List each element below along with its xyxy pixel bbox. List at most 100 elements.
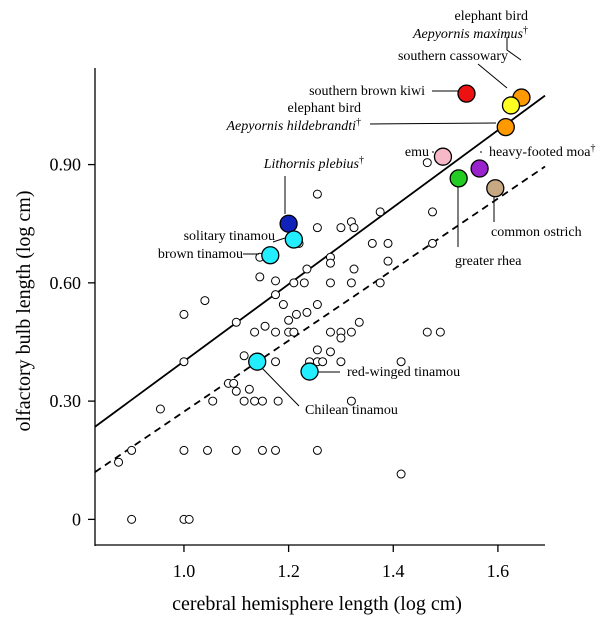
annotation-elephant-bird-maximus: Aepyornis maximus† (412, 25, 528, 43)
point-solitary-tinamou (284, 230, 303, 249)
scatter-point (312, 300, 322, 310)
leader-elephant-bird-hildebrandti (369, 122, 497, 125)
scatter-point (244, 384, 254, 394)
scatter-point (200, 296, 210, 306)
scatter-point (346, 278, 356, 288)
leader-southern-cassowary (477, 63, 508, 89)
scatter-point (336, 333, 346, 343)
scatter-point (325, 347, 335, 357)
x-tick-label: 1.6 (487, 561, 510, 581)
scatter-point (302, 307, 312, 317)
annotation-red-winged-tinamou: red-winged tinamou (347, 365, 460, 380)
point-southern-brown-kiwi (457, 84, 476, 103)
point-southern-cassowary (501, 96, 521, 115)
point-greater-rhea (449, 169, 468, 188)
scatter-point (127, 514, 137, 524)
annotation-emu: emu (405, 145, 429, 160)
point-elephant-bird-aepyornis-hildebrandti (496, 117, 515, 137)
scatter-point (375, 278, 385, 288)
scatter-point (257, 396, 267, 406)
dashed-fit-line (94, 165, 546, 473)
scatter-point (299, 278, 309, 288)
scatter-point (428, 207, 437, 217)
point-chilean-tinamou (248, 352, 267, 371)
background-points (114, 158, 445, 524)
solid-fit-line (94, 94, 546, 428)
scatter-point (396, 469, 406, 479)
scatter-point (278, 300, 288, 310)
scatter-point (312, 189, 322, 199)
annotation-elephant-bird-hildebrandti: Aepyornis hildebrandti† (226, 117, 362, 135)
scatter-point (291, 309, 301, 319)
scatter-point (271, 276, 281, 286)
annotation-common-ostrich: common ostrich (491, 225, 582, 240)
leader-chilean-tinamou (261, 367, 300, 407)
leader-solitary-tinamou (272, 237, 286, 243)
y-axis-label: olfactory bulb length (log cm) (13, 190, 35, 431)
annotation-southern-cassowary: southern cassowary (398, 49, 508, 64)
point-emu (433, 147, 453, 166)
annotation-leaders (243, 37, 522, 407)
scatter-point (203, 445, 212, 455)
scatter-point (179, 309, 189, 319)
scatter-point (396, 357, 406, 367)
annotation-chilean-tinamou: Chilean tinamou (305, 403, 398, 418)
scatter-point (239, 351, 249, 361)
annotation-solitary-tinamou: solitary tinamou (184, 229, 275, 244)
annotation-elephant-bird-maximus: elephant bird (455, 9, 528, 24)
scatter-point (346, 327, 356, 337)
scatter-point (367, 238, 377, 248)
point-lithornis-plebius (279, 214, 298, 233)
scatter-point (346, 396, 356, 406)
annotation-southern-brown-kiwi: southern brown kiwi (309, 84, 425, 99)
scatter-point (325, 278, 335, 288)
scatter-point (336, 223, 346, 233)
scatter-point (289, 278, 299, 288)
scatter-point (289, 327, 299, 337)
scatter-point (127, 445, 137, 455)
scatter-point (312, 445, 322, 455)
annotation-greater-rhea: greater rhea (455, 254, 522, 269)
regression-lines (94, 94, 546, 473)
point-red-winged-tinamou (300, 362, 319, 381)
x-tick-label: 1.4 (382, 561, 405, 581)
scatter-point (273, 396, 283, 406)
scatter-point (155, 404, 165, 414)
scatter-point (114, 457, 124, 467)
y-tick-label: 0 (72, 509, 81, 529)
annotation-brown-tinamou: brown tinamou (158, 247, 243, 262)
scatter-point (325, 258, 335, 268)
leader-elephant-bird-maximus (506, 37, 522, 61)
axes: 1.0 1.2 1.4 1.6 0 0.30 0.60 0.90 (50, 68, 545, 581)
scatter-point (302, 264, 312, 274)
scatter-point (312, 223, 322, 233)
scatter-point (239, 396, 249, 406)
x-tick-label: 1.0 (173, 561, 196, 581)
annotation-heavy-footed-moa: heavy-footed moa† (489, 143, 595, 161)
y-tick-label: 0.90 (50, 155, 82, 175)
point-heavy-footed-moa (470, 159, 489, 178)
scatter-point (325, 327, 335, 337)
scatter-point (422, 158, 432, 168)
scatter-point (435, 327, 445, 337)
scatter-point (271, 327, 281, 337)
point-common-ostrich (486, 179, 505, 198)
scatter-point (383, 238, 393, 248)
x-axis-label: cerebral hemisphere length (log cm) (172, 593, 462, 615)
annotation-elephant-bird-hildebrandti: elephant bird (288, 101, 361, 116)
scatter-point (231, 445, 241, 455)
scatter-point (336, 357, 346, 367)
annotation-lithornis: Lithornis plebius† (263, 155, 364, 173)
scatter-point (349, 264, 359, 274)
scatter-point (184, 514, 194, 524)
scatter-point (349, 223, 359, 233)
scatter-point (318, 357, 328, 367)
y-tick-label: 0.30 (50, 391, 82, 411)
scatter-point (231, 317, 241, 327)
scatter-point (257, 445, 267, 455)
scatter-point (271, 445, 281, 455)
point-brown-tinamou (261, 246, 280, 265)
scatter-point (250, 396, 260, 406)
scatter-point (231, 386, 241, 396)
